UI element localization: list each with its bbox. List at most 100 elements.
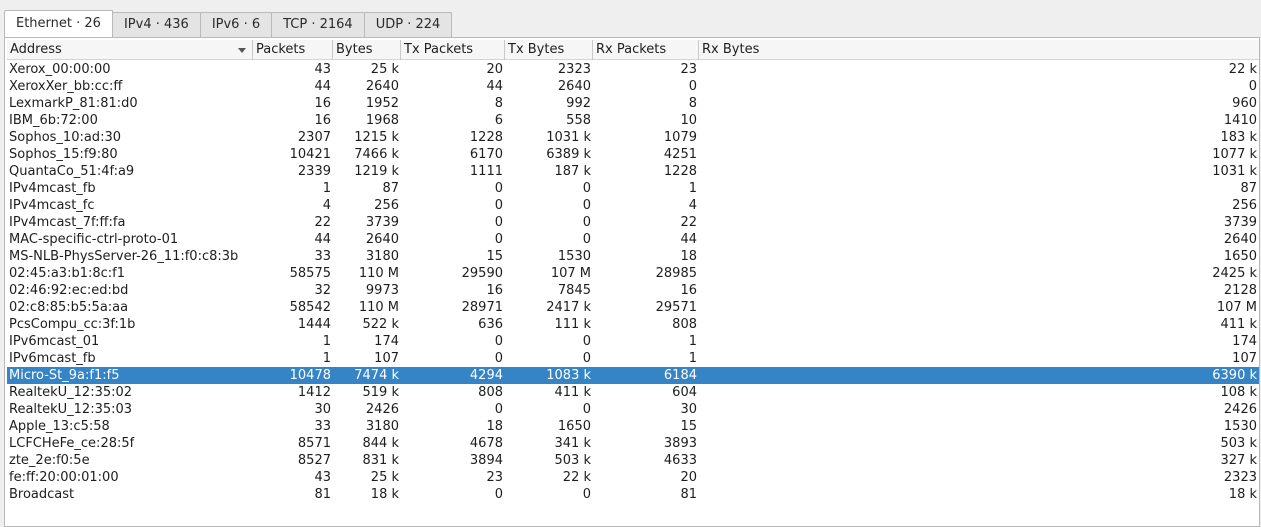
table-row[interactable]: MAC-specific-ctrl-proto-01 44 2640 0 0 44 2640: [7, 231, 1259, 248]
cell-rx-bytes: 22 k: [1228, 62, 1257, 77]
cell-bytes: 7466 k: [354, 147, 399, 162]
cell-rx-bytes: 18 k: [1228, 487, 1257, 502]
table-row[interactable]: QuantaCo_51:4f:a9 2339 1219 k 1111 187 k 1228…: [7, 163, 1259, 180]
cell-tx-bytes: 0: [582, 232, 591, 247]
table-row[interactable]: XeroxXer_bb:cc:ff 44 2640 44 2640 0 0: [7, 78, 1259, 95]
table-row[interactable]: Xerox_00:00:00 43 25 k 20 2323 23 22 k: [7, 61, 1259, 78]
table-row[interactable]: Micro-St_9a:f1:f5 10478 7474 k 4294 1083 k 61…: [7, 367, 1259, 384]
column-header-tx-packets[interactable]: Tx Packets: [401, 40, 505, 60]
table-row[interactable]: IPv6mcast_fb 1 107 0 0 1 107: [7, 350, 1259, 367]
table-body: Xerox_00:00:00 43 25 k 20 2323 23 22 k XeroxXer…: [7, 61, 1259, 503]
column-header-rx-packets[interactable]: Rx Packets: [593, 40, 699, 60]
cell-bytes: 107: [374, 351, 399, 366]
table-row[interactable]: Sophos_10:ad:30 2307 1215 k 1228 1031 k 1079 1…: [7, 129, 1259, 146]
cell-bytes: 2640: [365, 232, 399, 247]
table-row[interactable]: 02:46:92:ec:ed:bd 32 9973 16 7845 16 2128: [7, 282, 1259, 299]
cell-tx-bytes: 0: [582, 351, 591, 366]
cell-rx-packets: 4633: [663, 453, 697, 468]
column-header-packets[interactable]: Packets: [253, 40, 333, 60]
table-row[interactable]: RealtekU_12:35:02 1412 519 k 808 411 k 604 108…: [7, 384, 1259, 401]
cell-rx-bytes: 2323: [1223, 470, 1257, 485]
column-header-rx-bytes[interactable]: Rx Bytes: [702, 42, 760, 57]
cell-packets: 22: [314, 215, 331, 230]
table-row[interactable]: RealtekU_12:35:03 30 2426 0 0 30 2426: [7, 401, 1259, 418]
cell-packets: 1: [322, 351, 331, 366]
table-row[interactable]: zte_2e:f0:5e 8527 831 k 3894 503 k 4633 327 k: [7, 452, 1259, 469]
cell-rx-packets: 8: [688, 96, 697, 111]
cell-rx-bytes: 2128: [1223, 283, 1257, 298]
cell-tx-bytes: 0: [582, 402, 591, 417]
table-row[interactable]: fe:ff:20:00:01:00 43 25 k 23 22 k 20 2323: [7, 469, 1259, 486]
tab-ipv4[interactable]: IPv4 · 436: [111, 12, 201, 37]
cell-address: MS-NLB-PhysServer-26_11:f0:c8:3b: [9, 249, 239, 264]
table-row[interactable]: Broadcast 81 18 k 0 0 81 18 k: [7, 486, 1259, 503]
cell-address: Sophos_15:f9:80: [9, 147, 118, 162]
tab-ethernet[interactable]: Ethernet · 26: [4, 10, 113, 37]
cell-tx-bytes: 2640: [557, 79, 591, 94]
cell-rx-packets: 0: [688, 79, 697, 94]
cell-bytes: 3180: [365, 249, 399, 264]
cell-rx-bytes: 108 k: [1220, 385, 1257, 400]
cell-tx-bytes: 107 M: [550, 266, 591, 281]
table-row[interactable]: LexmarkP_81:81:d0 16 1952 8 992 8 960: [7, 95, 1259, 112]
cell-packets: 1: [322, 181, 331, 196]
column-header-address[interactable]: Address: [7, 40, 253, 60]
cell-rx-packets: 16: [680, 283, 697, 298]
table-row[interactable]: LCFCHeFe_ce:28:5f 8571 844 k 4678 341 k 3893 5…: [7, 435, 1259, 452]
table-row[interactable]: IPv6mcast_01 1 174 0 0 1 174: [7, 333, 1259, 350]
cell-address: IPv4mcast_fb: [9, 181, 96, 196]
cell-packets: 43: [314, 470, 331, 485]
table-row[interactable]: IPv4mcast_fb 1 87 0 0 1 87: [7, 180, 1259, 197]
cell-packets: 43: [314, 62, 331, 77]
tab-tcp[interactable]: TCP · 2164: [271, 12, 365, 37]
cell-address: zte_2e:f0:5e: [9, 453, 90, 468]
table-header: Address Packets Bytes Tx Packets Tx Byte…: [7, 40, 1259, 60]
cell-tx-packets: 3894: [469, 453, 503, 468]
table-row[interactable]: 02:c8:85:b5:5a:aa 58542 110 M 28971 2417 k 29…: [7, 299, 1259, 316]
cell-tx-packets: 0: [494, 487, 503, 502]
tab-udp[interactable]: UDP · 224: [363, 12, 453, 37]
table-row[interactable]: IBM_6b:72:00 16 1968 6 558 10 1410: [7, 112, 1259, 129]
endpoints-table: Address Packets Bytes Tx Packets Tx Byte…: [4, 37, 1260, 527]
cell-address: XeroxXer_bb:cc:ff: [9, 79, 123, 94]
cell-address: 02:45:a3:b1:8c:f1: [9, 266, 126, 281]
cell-rx-bytes: 1031 k: [1212, 164, 1257, 179]
table-row[interactable]: MS-NLB-PhysServer-26_11:f0:c8:3b 33 3180 15…: [7, 248, 1259, 265]
cell-packets: 4: [322, 198, 331, 213]
cell-rx-bytes: 960: [1232, 96, 1257, 111]
cell-tx-packets: 23: [486, 470, 503, 485]
cell-rx-packets: 22: [680, 215, 697, 230]
table-row[interactable]: Sophos_15:f9:80 10421 7466 k 6170 6389 k 4251…: [7, 146, 1259, 163]
cell-rx-packets: 20: [680, 470, 697, 485]
cell-rx-bytes: 2640: [1223, 232, 1257, 247]
cell-tx-bytes: 7845: [557, 283, 591, 298]
cell-bytes: 1952: [365, 96, 399, 111]
cell-rx-packets: 10: [680, 113, 697, 128]
cell-rx-packets: 604: [672, 385, 697, 400]
cell-rx-bytes: 256: [1232, 198, 1257, 213]
cell-tx-packets: 0: [494, 215, 503, 230]
cell-tx-bytes: 0: [582, 334, 591, 349]
cell-packets: 2307: [297, 130, 331, 145]
cell-rx-packets: 81: [680, 487, 697, 502]
cell-bytes: 2640: [365, 79, 399, 94]
cell-packets: 16: [314, 113, 331, 128]
cell-tx-packets: 0: [494, 351, 503, 366]
cell-rx-packets: 1079: [663, 130, 697, 145]
table-row[interactable]: 02:45:a3:b1:8c:f1 58575 110 M 29590 107 M 289…: [7, 265, 1259, 282]
table-row[interactable]: Apple_13:c5:58 33 3180 18 1650 15 1530: [7, 418, 1259, 435]
cell-rx-bytes: 1410: [1223, 113, 1257, 128]
tab-ipv6[interactable]: IPv6 · 6: [199, 12, 273, 37]
cell-tx-bytes: 558: [566, 113, 591, 128]
column-header-bytes[interactable]: Bytes: [333, 40, 401, 60]
cell-address: fe:ff:20:00:01:00: [9, 470, 119, 485]
cell-tx-bytes: 341 k: [554, 436, 591, 451]
cell-tx-packets: 8: [494, 96, 503, 111]
table-row[interactable]: PcsCompu_cc:3f:1b 1444 522 k 636 111 k 808 411…: [7, 316, 1259, 333]
column-header-tx-bytes[interactable]: Tx Bytes: [505, 40, 593, 60]
cell-rx-bytes: 0: [1248, 79, 1257, 94]
table-row[interactable]: IPv4mcast_7f:ff:fa 22 3739 0 0 22 3739: [7, 214, 1259, 231]
cell-tx-packets: 1111: [469, 164, 503, 179]
table-row[interactable]: IPv4mcast_fc 4 256 0 0 4 256: [7, 197, 1259, 214]
cell-tx-bytes: 0: [582, 181, 591, 196]
